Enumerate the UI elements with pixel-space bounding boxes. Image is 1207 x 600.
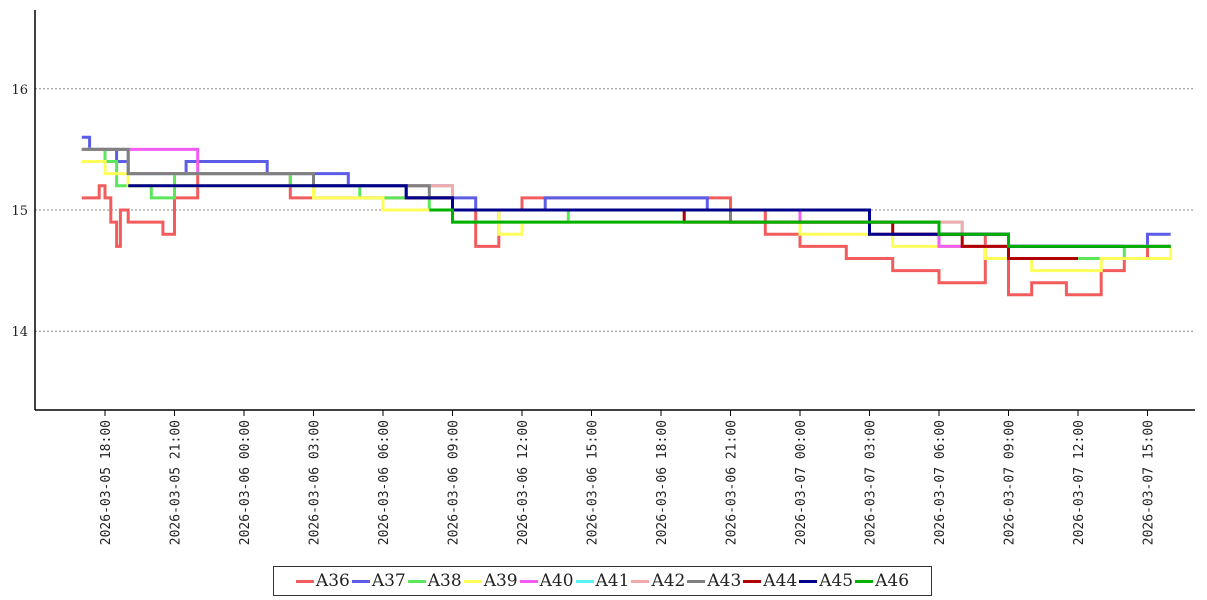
legend-item-a43: A43 xyxy=(687,571,741,591)
legend-swatch xyxy=(743,579,762,583)
x-tick-label: 2026-03-07 12:00 xyxy=(1072,420,1087,545)
tick-layer: 14 15 16 2026-03-05 18:00 2026-03-05 21:00 20… xyxy=(11,83,1156,545)
legend-label: A36 xyxy=(315,571,350,591)
legend-swatch xyxy=(799,579,818,583)
legend: A36 A37 A38 A39 A40 A41 A42 A43 A44 A45 A46 xyxy=(273,566,932,596)
legend-item-a36: A36 xyxy=(295,571,350,591)
x-tick-label: 2026-03-06 12:00 xyxy=(516,420,531,545)
legend-swatch xyxy=(463,579,482,583)
legend-label: A42 xyxy=(651,571,686,591)
legend-swatch xyxy=(519,579,538,583)
legend-item-a45: A45 xyxy=(799,571,853,591)
series-line-a45 xyxy=(128,184,1125,248)
x-tick-label: 2026-03-06 03:00 xyxy=(308,420,323,545)
legend-label: A40 xyxy=(539,571,574,591)
legend-swatch xyxy=(295,579,314,583)
legend-swatch xyxy=(407,579,426,583)
y-tick-label: 14 xyxy=(11,325,28,340)
x-tick-label: 2026-03-06 21:00 xyxy=(725,420,740,545)
y-tick-label: 16 xyxy=(11,83,28,98)
series-layer xyxy=(81,135,1173,297)
x-tick-label: 2026-03-07 03:00 xyxy=(864,420,879,545)
legend-item-a44: A44 xyxy=(743,571,797,591)
legend-label: A45 xyxy=(819,571,854,591)
legend-label: A39 xyxy=(483,571,518,591)
legend-swatch xyxy=(855,579,874,583)
legend-label: A46 xyxy=(875,571,910,591)
x-tick-label: 2026-03-05 21:00 xyxy=(169,420,184,545)
x-tick-label: 2026-03-06 18:00 xyxy=(655,420,670,545)
x-tick-label: 2026-03-07 06:00 xyxy=(933,420,948,545)
legend-label: A43 xyxy=(707,571,742,591)
y-tick-label: 15 xyxy=(11,204,28,219)
series-line-a36 xyxy=(81,172,1171,297)
legend-label: A41 xyxy=(595,571,630,591)
series-line-a37 xyxy=(81,135,1171,248)
legend-swatch xyxy=(687,579,706,583)
legend-item-a38: A38 xyxy=(407,571,462,591)
x-tick-label: 2026-03-06 06:00 xyxy=(377,420,392,545)
legend-item-a40: A40 xyxy=(519,571,574,591)
legend-item-a39: A39 xyxy=(463,571,518,591)
x-tick-label: 2026-03-07 09:00 xyxy=(1003,420,1018,545)
series-line-a46 xyxy=(429,208,1171,248)
x-tick-label: 2026-03-05 18:00 xyxy=(99,420,114,545)
legend-swatch xyxy=(351,579,370,583)
x-tick-label: 2026-03-06 09:00 xyxy=(447,420,462,545)
axes-layer xyxy=(34,10,1195,411)
legend-item-a46: A46 xyxy=(855,571,909,591)
legend-label: A37 xyxy=(371,571,406,591)
legend-item-a37: A37 xyxy=(351,571,406,591)
x-tick-label: 2026-03-07 00:00 xyxy=(794,420,809,545)
series-line-a44 xyxy=(406,196,1078,260)
legend-swatch xyxy=(631,579,650,583)
x-tick-label: 2026-03-06 15:00 xyxy=(586,420,601,545)
x-tick-label: 2026-03-07 15:00 xyxy=(1142,420,1157,545)
legend-item-a41: A41 xyxy=(575,571,630,591)
legend-item-a42: A42 xyxy=(631,571,685,591)
legend-label: A38 xyxy=(427,571,462,591)
legend-label: A44 xyxy=(763,571,798,591)
legend-swatch xyxy=(575,579,594,583)
x-tick-label: 2026-03-06 00:00 xyxy=(238,420,253,545)
